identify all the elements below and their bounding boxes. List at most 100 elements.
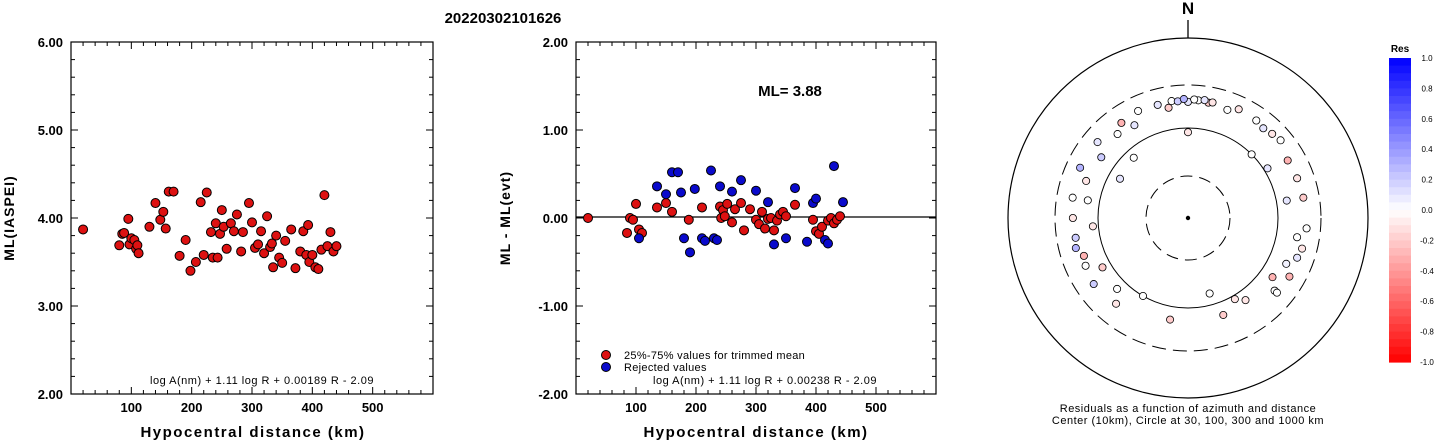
polar-residual-point <box>1089 280 1098 289</box>
colorbar-cell <box>1389 331 1411 340</box>
polar-residual-point <box>1130 121 1139 130</box>
polar-residual-point <box>1268 129 1277 138</box>
polar-residual-point <box>1088 222 1097 231</box>
polar-residual-point <box>1113 284 1122 293</box>
polar-residual-point <box>1223 105 1232 114</box>
left-xtick-label: 400 <box>301 400 323 415</box>
ring-300km <box>1054 84 1322 352</box>
left-xtick-label: 100 <box>120 400 142 415</box>
colorbar-label: -0.4 <box>1420 267 1434 276</box>
left-data-point <box>205 227 216 238</box>
left-data-point <box>114 240 125 251</box>
left-data-point <box>268 262 279 273</box>
rejected-residual-point <box>763 197 773 208</box>
left-xtick-label: 200 <box>181 400 203 415</box>
left-data-point <box>201 187 212 198</box>
colorbar-cell <box>1389 134 1411 143</box>
rejected-residual-point <box>700 235 710 246</box>
accepted-residual-point <box>745 204 755 215</box>
accepted-residual-point <box>730 204 740 215</box>
polar-residual-point <box>1071 244 1080 253</box>
polar-residual-point <box>1272 288 1281 297</box>
left-data-point <box>237 227 248 238</box>
polar-residual-point <box>1093 138 1102 147</box>
left-data-point <box>180 235 191 245</box>
polar-residual-point <box>1200 96 1209 105</box>
rejected-residual-point <box>634 233 644 244</box>
colorbar-labels: 1.0 0.8 0.6 0.4 0.2 0.0 -0.2 -0.4 -0.6 -0.8 -1.0 <box>1420 54 1434 367</box>
colorbar-label: 0.8 <box>1421 84 1433 93</box>
colorbar-label: 1.0 <box>1421 54 1433 63</box>
polar-residual-point <box>1076 163 1085 172</box>
colorbar-cell <box>1389 217 1411 226</box>
left-data-point <box>144 221 155 232</box>
accepted-residual-point <box>683 214 694 225</box>
accepted-residual-point <box>727 217 737 228</box>
colorbar-cell <box>1389 225 1411 234</box>
rejected-residual-point <box>823 238 833 249</box>
left-data-point <box>307 249 318 260</box>
colorbar-cell <box>1389 187 1411 196</box>
polar-residual-point <box>1115 174 1124 183</box>
legend-rejected-marker <box>601 362 611 372</box>
colorbar-cell <box>1389 126 1411 135</box>
rejected-residual-point <box>769 239 779 250</box>
left-data-point <box>247 217 257 228</box>
polar-points <box>1068 95 1311 324</box>
left-data-point <box>160 223 171 234</box>
left-data-point <box>212 252 223 263</box>
left-data-point <box>259 248 270 259</box>
colorbar-cell <box>1389 172 1411 181</box>
colorbar-label: -1.0 <box>1420 358 1434 367</box>
rejected-residual-point <box>736 175 746 186</box>
left-ytick-label: 3.00 <box>38 299 63 314</box>
accepted-residual-point <box>652 202 662 213</box>
polar-residual-point <box>1252 116 1261 125</box>
left-data-point <box>325 227 336 238</box>
left-data-point <box>280 235 291 246</box>
colorbar-label: 0.6 <box>1421 115 1433 124</box>
polar-residual-point <box>1283 156 1292 165</box>
figure-title: 20220302101626 <box>445 10 562 27</box>
polar-residual-point <box>1166 315 1175 324</box>
panel-left: 2.00 3.00 4.00 5.00 6.00 100 200 300 400 500 ML(… <box>1 35 434 441</box>
polar-residual-point <box>1083 196 1092 205</box>
left-data-point <box>174 250 185 261</box>
rejected-residual-point <box>802 236 812 247</box>
colorbar-cell <box>1389 263 1411 272</box>
left-data-point <box>216 205 227 216</box>
accepted-residual-point <box>835 211 845 222</box>
left-ytick-label: 2.00 <box>38 387 63 402</box>
left-data-point <box>266 238 277 249</box>
colorbar-cell <box>1389 354 1411 363</box>
left-data-point <box>331 241 342 252</box>
left-data-point <box>256 226 267 237</box>
colorbar-cell <box>1389 179 1411 188</box>
left-data-point <box>195 197 206 208</box>
accepted-residual-point <box>769 225 779 236</box>
left-data-point <box>262 211 273 222</box>
colorbar-cell <box>1389 270 1411 279</box>
polar-residual-point <box>1184 128 1193 137</box>
accepted-residual-point <box>697 202 707 213</box>
polar-residual-point <box>1190 95 1199 104</box>
rejected-residual-point <box>689 183 700 194</box>
colorbar-cell <box>1389 278 1411 287</box>
polar-residual-point <box>1068 193 1077 202</box>
left-xtick-label: 300 <box>241 400 263 415</box>
colorbar-cell <box>1389 255 1411 264</box>
ring-1000km <box>1007 37 1369 399</box>
colorbar-cell <box>1389 118 1411 127</box>
left-data-point <box>319 190 330 201</box>
rejected-residual-point <box>790 183 800 194</box>
polar-residual-point <box>1117 118 1126 127</box>
left-data-point <box>119 227 130 238</box>
left-formula: log A(nm) + 1.11 log R + 0.00189 R - 2.0… <box>150 375 374 387</box>
accepted-residual-point <box>757 206 767 217</box>
polar-residual-point <box>1082 176 1091 185</box>
colorbar-cell <box>1389 286 1411 295</box>
polar-residual-point <box>1139 291 1148 300</box>
middle-xtick-label: 200 <box>685 400 707 415</box>
middle-ytick-label: 0.00 <box>543 211 568 226</box>
rejected-residual-point <box>706 165 716 176</box>
